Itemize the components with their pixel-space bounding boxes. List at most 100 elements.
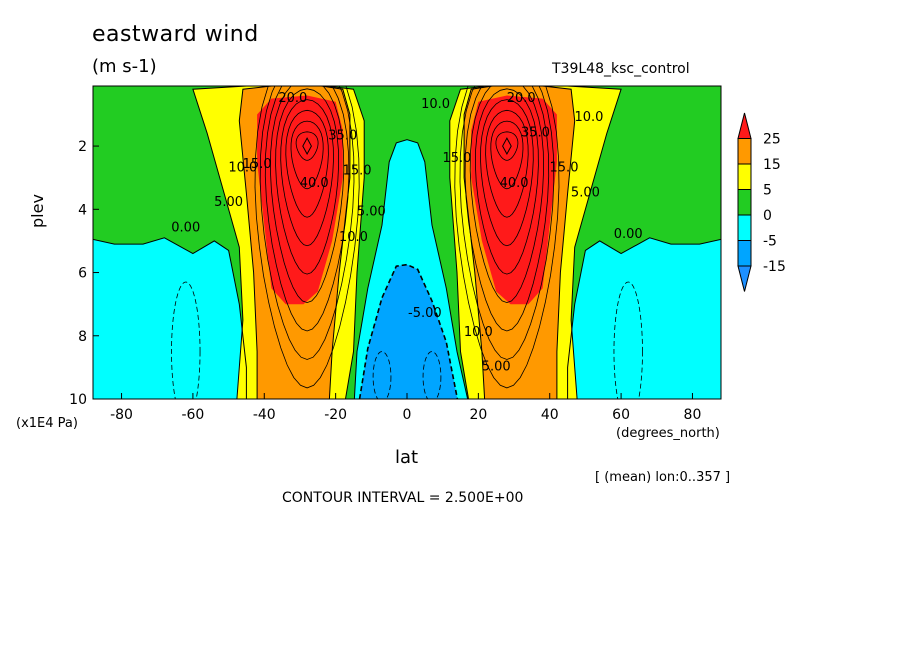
contour-fills <box>93 86 721 399</box>
contour-label: 0.00 <box>171 220 200 235</box>
contour-line <box>269 86 345 304</box>
contour-line <box>469 86 545 304</box>
contour-label: 5.00 <box>482 360 511 375</box>
contour-label: 15.0 <box>343 164 372 179</box>
contour-line <box>485 109 529 218</box>
contour-line <box>459 86 555 360</box>
contour-line <box>285 109 329 218</box>
contour-label: 15.0 <box>243 157 272 172</box>
y-tick-label: 6 <box>78 266 87 282</box>
contour-label: 5.00 <box>571 186 600 201</box>
contour-boundary <box>449 86 622 399</box>
contour-line <box>280 99 334 247</box>
contour-label: 35.0 <box>521 126 550 141</box>
mean-annotation: [ (mean) lon:0..357 ] <box>595 470 731 485</box>
x-tick-label: 40 <box>541 407 559 423</box>
contour-line <box>490 120 524 190</box>
contour-label: 10.0 <box>228 160 257 175</box>
contour-boundary <box>567 237 721 399</box>
y-tick-label: 4 <box>78 202 87 218</box>
x-axis-units: (degrees_north) <box>616 426 720 441</box>
contour-line <box>264 86 350 332</box>
contour-boundary <box>93 237 247 399</box>
region-neg-strong <box>359 264 458 399</box>
contour-label: 10.0 <box>575 110 604 125</box>
region-neg-polar-north <box>567 237 721 399</box>
colorbar-segment <box>737 240 752 267</box>
contour-line <box>454 86 560 389</box>
contour-interval-label: CONTOUR INTERVAL = 2.500E+00 <box>282 490 524 506</box>
contour-label: 5.00 <box>214 195 243 210</box>
contour-label: 40.0 <box>300 176 329 191</box>
contour-line <box>275 88 340 275</box>
colorbar-label: 0 <box>763 208 772 224</box>
jet-maximum-marker <box>302 137 312 156</box>
colorbar-label: -5 <box>763 234 777 250</box>
x-tick-label: 80 <box>684 407 702 423</box>
contour-dashed <box>358 263 459 399</box>
contour-label: 0.00 <box>614 227 643 242</box>
contour-dashed <box>372 351 392 399</box>
region-neg-polar-south <box>93 237 247 399</box>
colorbar-label: -15 <box>763 259 786 275</box>
chart-title: eastward wind <box>92 22 259 47</box>
contour-label: -5.00 <box>408 306 442 321</box>
contour-label: 35.0 <box>328 129 357 144</box>
region-above-25-south <box>257 95 343 305</box>
contour-label: 10.0 <box>464 325 493 340</box>
contour-boundary <box>238 86 351 399</box>
colorbar-label: 5 <box>763 183 772 199</box>
colorbar-segment <box>737 138 752 165</box>
contour-label: 15.0 <box>442 151 471 166</box>
contour-line <box>259 86 355 360</box>
colorbar-segment <box>737 189 752 216</box>
contour-boundary <box>463 86 576 399</box>
colorbar-segment <box>737 265 752 292</box>
y-tick-label: 8 <box>78 329 87 345</box>
contour-label: 20.0 <box>507 91 536 106</box>
contour-boundary <box>353 139 469 399</box>
x-tick-label: 60 <box>612 407 630 423</box>
contour-label: 10.0 <box>339 230 368 245</box>
contour-line <box>290 120 324 190</box>
y-tick-label: 10 <box>69 392 87 408</box>
contour-line <box>480 99 534 247</box>
y-tick-label: 2 <box>78 139 87 155</box>
x-tick-label: -80 <box>110 407 133 423</box>
contour-labels: 0.00 0.00 5.00 5.00 5.00 10.0 10.0 10.0 10.0 10.0… <box>171 91 642 375</box>
colorbar: 25 15 5 0 -5 -15 <box>737 112 786 292</box>
contour-line <box>295 131 319 161</box>
contour-boundary <box>192 86 365 399</box>
contour-dashed <box>613 281 643 399</box>
contour-label: 40.0 <box>500 176 529 191</box>
y-axis-units: (x1E4 Pa) <box>16 416 78 431</box>
region-above-25-north <box>471 95 557 305</box>
colorbar-segment <box>737 214 752 241</box>
contour-dashed <box>171 281 201 399</box>
contour-line <box>254 86 360 389</box>
contour-dashed <box>422 351 442 399</box>
x-axis-label: lat <box>395 447 419 468</box>
contour-label: 20.0 <box>278 91 307 106</box>
colorbar-segment <box>737 112 752 139</box>
chart-units: (m s-1) <box>92 56 157 77</box>
x-axis: -80 -60 -40 -20 0 20 40 60 80 <box>110 393 701 423</box>
contour-line <box>474 88 539 275</box>
contour-lines <box>93 86 721 399</box>
jet-maximum-marker <box>502 137 512 156</box>
x-tick-label: -40 <box>253 407 276 423</box>
contour-label: 10.0 <box>421 97 450 112</box>
colorbar-segment <box>737 163 752 190</box>
x-tick-label: 0 <box>403 407 412 423</box>
contour-label: 15.0 <box>550 160 579 175</box>
colorbar-label: 25 <box>763 132 781 148</box>
run-label: T39L48_ksc_control <box>552 61 690 77</box>
contour-label: 5.00 <box>357 205 386 220</box>
x-tick-label: -60 <box>181 407 204 423</box>
contour-line <box>495 131 519 161</box>
y-axis: 2 4 6 8 10 <box>69 139 99 408</box>
x-tick-label: 20 <box>469 407 487 423</box>
colorbar-label: 15 <box>763 157 781 173</box>
x-tick-label: -20 <box>324 407 347 423</box>
